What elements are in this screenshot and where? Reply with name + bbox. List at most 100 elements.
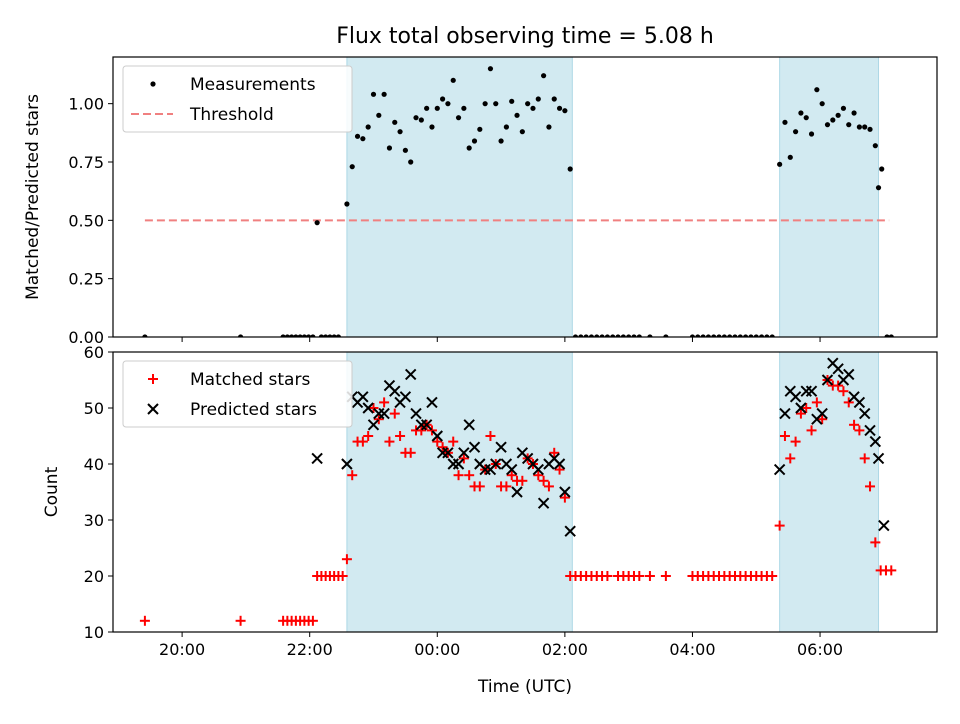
predicted-star-point bbox=[559, 486, 571, 498]
predicted-star-point bbox=[872, 452, 885, 465]
predicted-star-point bbox=[399, 391, 412, 403]
matched-star-point bbox=[474, 481, 485, 492]
predicted-star-point bbox=[843, 368, 855, 381]
predicted-star-point bbox=[832, 363, 844, 375]
measurement-point bbox=[777, 161, 783, 167]
measurement-point bbox=[530, 105, 536, 111]
axes-frame bbox=[112, 56, 938, 338]
measurement-point bbox=[413, 115, 419, 121]
measurement-point bbox=[493, 101, 499, 107]
measurement-point bbox=[551, 96, 557, 102]
measurement-point bbox=[856, 124, 862, 130]
measurement-point bbox=[418, 117, 424, 123]
measurement-point bbox=[331, 334, 337, 337]
matched-star-point bbox=[506, 470, 517, 481]
measurement-point bbox=[599, 334, 605, 337]
predicted-star-point bbox=[816, 407, 828, 420]
measurement-point bbox=[615, 334, 621, 337]
measurement-point bbox=[594, 334, 600, 337]
predicted-star-point bbox=[463, 419, 475, 431]
shaded-region bbox=[346, 56, 573, 338]
measurement-point bbox=[289, 334, 295, 337]
predicted-star-point bbox=[442, 447, 454, 459]
measurement-point bbox=[503, 124, 509, 130]
matched-star-point bbox=[485, 431, 496, 441]
y-tick-label: 1.00 bbox=[68, 95, 104, 114]
legend-label: Threshold bbox=[189, 105, 274, 125]
measurement-point bbox=[349, 164, 355, 170]
predicted-star-point bbox=[564, 525, 576, 537]
measurement-point bbox=[769, 334, 775, 337]
measurement-point bbox=[461, 105, 467, 111]
y-tick-label: 0.00 bbox=[68, 328, 104, 347]
matched-star-point bbox=[453, 470, 464, 481]
matched-star-point bbox=[405, 447, 416, 458]
predicted-star-point bbox=[537, 497, 550, 509]
predicted-star-point bbox=[853, 396, 866, 409]
predicted-star-point bbox=[458, 447, 470, 459]
measurement-point bbox=[445, 101, 451, 107]
x-tick-label: 02:00 bbox=[542, 640, 588, 659]
measurement-point bbox=[562, 108, 568, 114]
legend-marker-predicted bbox=[147, 403, 159, 415]
matched-star-point bbox=[464, 470, 475, 481]
legend-marker-matched bbox=[148, 374, 158, 384]
predicted-star-point bbox=[821, 374, 834, 386]
measurement-point bbox=[482, 101, 488, 107]
measurement-point bbox=[803, 115, 809, 121]
measurement-point bbox=[487, 66, 494, 72]
legend: Measurements Threshold bbox=[122, 65, 353, 133]
matched-star-point bbox=[543, 481, 554, 492]
measurement-point bbox=[572, 334, 579, 337]
measurement-point bbox=[323, 334, 329, 337]
measurement-point bbox=[875, 185, 882, 191]
y-tick-label: 40 bbox=[84, 455, 104, 474]
measurement-point bbox=[647, 334, 653, 337]
measurement-point bbox=[535, 96, 541, 102]
legend-label: Predicted stars bbox=[190, 400, 317, 420]
measurement-point bbox=[588, 334, 595, 337]
measurement-point bbox=[354, 133, 361, 139]
matched-star-point bbox=[307, 615, 318, 626]
measurement-point bbox=[318, 334, 324, 337]
measurement-point bbox=[636, 334, 642, 337]
matched-star-point bbox=[549, 447, 560, 458]
measurement-point bbox=[787, 154, 793, 160]
measurement-point bbox=[402, 147, 408, 153]
matched-star-point bbox=[886, 565, 897, 576]
measurement-point bbox=[519, 129, 525, 135]
x-tick-label: 06:00 bbox=[797, 640, 843, 659]
predicted-star-point bbox=[506, 463, 518, 476]
measurement-point bbox=[567, 166, 573, 172]
matched-star-point bbox=[554, 464, 565, 475]
legend-label: Matched stars bbox=[190, 370, 310, 390]
matched-star-point bbox=[849, 419, 860, 430]
measurement-point bbox=[556, 105, 563, 111]
x-tick-label: 22:00 bbox=[287, 640, 333, 659]
y-tick-label: 10 bbox=[84, 623, 104, 642]
matched-star-point bbox=[538, 475, 549, 486]
legend-label: Measurements bbox=[190, 75, 316, 95]
predicted-star-point bbox=[553, 458, 566, 470]
measurement-point bbox=[835, 112, 841, 118]
measurement-point bbox=[808, 131, 815, 137]
measurement-point bbox=[370, 91, 377, 97]
measurement-point bbox=[764, 334, 770, 337]
measurement-point bbox=[705, 334, 712, 337]
measurement-point bbox=[737, 334, 743, 337]
measurement-point bbox=[732, 334, 738, 337]
matched-star-point bbox=[801, 403, 812, 413]
predicted-star-point bbox=[511, 486, 523, 498]
matched-star-point bbox=[865, 481, 876, 492]
legend-box bbox=[122, 65, 353, 133]
matched-star-point bbox=[833, 380, 844, 391]
measurement-point bbox=[477, 126, 483, 132]
predicted-star-point bbox=[378, 407, 390, 420]
measurement-point bbox=[541, 73, 547, 79]
measurement-point bbox=[509, 98, 515, 104]
matched-star-point bbox=[363, 431, 374, 441]
y-tick-label: 30 bbox=[84, 511, 104, 530]
predicted-star-point bbox=[420, 419, 433, 431]
measurement-point bbox=[758, 334, 765, 337]
measurement-point bbox=[604, 334, 610, 337]
